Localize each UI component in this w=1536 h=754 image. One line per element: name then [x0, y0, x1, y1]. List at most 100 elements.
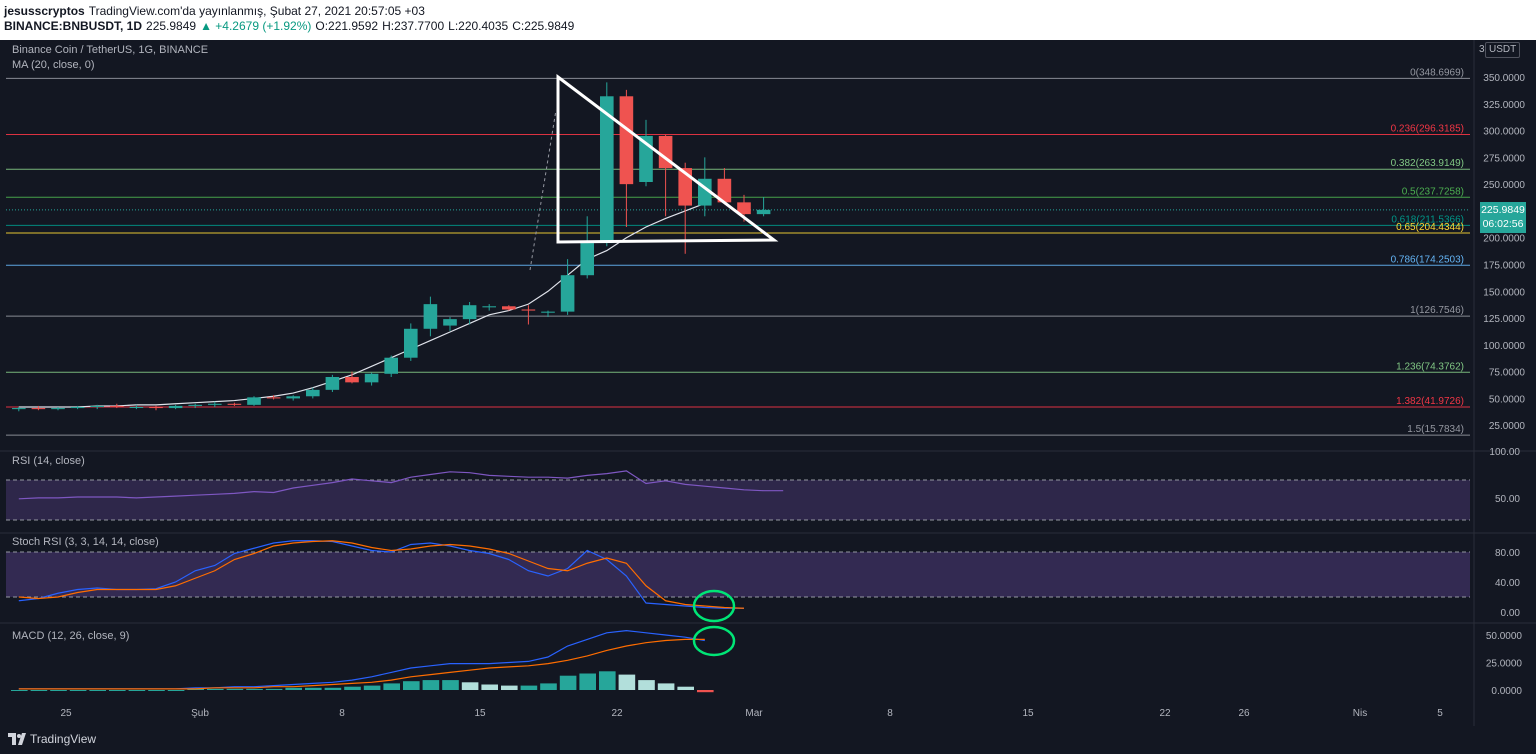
candle-body	[482, 306, 496, 308]
tradingview-icon	[8, 733, 26, 745]
macd-signal-line	[18, 638, 705, 690]
macd-histogram-bar	[657, 683, 675, 690]
time-axis-label: 25	[60, 708, 72, 719]
tradingview-logo[interactable]: TradingView	[8, 732, 96, 746]
candle-body	[208, 403, 222, 405]
macd-histogram-bar	[481, 684, 498, 690]
author-name[interactable]: jesusscryptos	[4, 4, 85, 18]
candle-body	[619, 96, 634, 185]
stoch-d-line	[18, 540, 745, 609]
macd-histogram-bar	[207, 688, 224, 690]
fib-level-label: 0.618(211.5366)	[1391, 214, 1464, 225]
candle-body	[462, 305, 477, 320]
macd-histogram-bar	[167, 690, 185, 691]
high-value: H:237.7700	[382, 19, 445, 33]
macd-histogram-bar	[383, 683, 400, 690]
candle-body	[737, 202, 751, 215]
rsi-axis-label: 50.00	[1495, 494, 1520, 505]
macd-histogram-bar	[148, 690, 165, 691]
currency-button[interactable]: USDT	[1485, 42, 1521, 58]
candle-body	[580, 243, 594, 276]
price-axis-label: 350.0000	[1483, 73, 1525, 84]
brand-name: TradingView	[30, 732, 97, 746]
ma-label[interactable]: MA (20, close, 0)	[12, 59, 95, 71]
candle-body	[600, 96, 614, 244]
candle-body	[502, 306, 516, 310]
macd-histogram-bar	[559, 675, 577, 690]
price-axis-label: 75.0000	[1489, 368, 1526, 379]
price-axis-label: 100.0000	[1483, 341, 1525, 352]
symbol-info: BINANCE:BNBUSDT, 1D 225.9849 ▲ +4.2679 (+1…	[4, 19, 574, 33]
macd-histogram-bar	[285, 687, 302, 690]
low-value: L:220.4035	[448, 19, 509, 33]
macd-histogram-bar	[579, 673, 596, 690]
rsi-label[interactable]: RSI (14, close)	[12, 455, 85, 467]
time-axis-label: Mar	[745, 708, 763, 719]
macd-histogram-bar	[697, 690, 714, 693]
candle-body	[286, 396, 300, 399]
stoch-axis-label: 40.00	[1495, 578, 1520, 589]
chart-canvas[interactable]: 350.0000325.0000300.0000275.0000250.0000…	[0, 40, 1536, 726]
candle-body	[168, 405, 183, 409]
macd-histogram-bar	[69, 690, 87, 691]
fib-level-label: 0.786(174.2503)	[1391, 254, 1464, 265]
price-axis-label: 300.0000	[1483, 127, 1525, 138]
time-axis-label: 5	[1437, 708, 1443, 719]
macd-label[interactable]: MACD (12, 26, close, 9)	[12, 630, 130, 642]
macd-histogram-bar	[540, 683, 557, 690]
time-axis-label: 8	[339, 708, 345, 719]
chart-header: jesusscryptos TradingView.com'da yayınlan…	[0, 0, 1536, 41]
last-price-tag-value: 225.9849	[1481, 204, 1525, 216]
stoch-label[interactable]: Stoch RSI (3, 3, 14, 14, close)	[12, 536, 159, 548]
price-axis-label: 200.0000	[1483, 234, 1525, 245]
highlight-circle	[692, 625, 736, 657]
macd-histogram-bar	[226, 688, 244, 690]
macd-histogram-bar	[50, 690, 67, 691]
symbol-name: BINANCE:BNBUSDT, 1D	[4, 19, 143, 33]
candle-body	[345, 376, 359, 383]
fib-level-label: 0.236(296.3185)	[1391, 124, 1464, 135]
candle-body	[325, 376, 340, 390]
candle-body	[266, 397, 281, 399]
macd-histogram-bar	[403, 681, 420, 690]
time-axis-label: Nis	[1353, 708, 1367, 719]
price-axis-label: 50.0000	[1489, 394, 1526, 405]
stoch-axis-label: 0.00	[1501, 608, 1521, 619]
candle-body	[404, 328, 418, 358]
time-axis-label: 8	[887, 708, 893, 719]
stoch-axis-label: 80.00	[1495, 548, 1520, 559]
fib-level-label: 1.5(15.7834)	[1407, 424, 1464, 435]
macd-axis-label: 0.0000	[1491, 686, 1522, 697]
macd-histogram-bar	[89, 690, 106, 691]
macd-histogram-bar	[109, 690, 126, 691]
publish-date: TradingView.com'da yayınlanmış, Şubat 27…	[88, 4, 425, 18]
candle-body	[149, 406, 163, 409]
candle-body	[70, 406, 85, 409]
candle-body	[188, 404, 202, 406]
last-price: 225.9849	[146, 19, 197, 33]
publish-info: jesusscryptos TradingView.com'da yayınlan…	[4, 4, 425, 18]
footer: TradingView	[0, 726, 1536, 754]
candle-body	[12, 408, 26, 410]
candle-body	[560, 275, 575, 312]
macd-histogram-bar	[461, 682, 479, 690]
candle-body	[51, 408, 65, 410]
price-axis-label: 125.0000	[1483, 314, 1525, 325]
macd-histogram-bar	[344, 686, 361, 690]
candle-body	[384, 357, 398, 374]
candle-body	[247, 397, 261, 405]
candle-body	[90, 405, 104, 407]
time-axis-label: Şub	[191, 708, 209, 719]
candle-body	[423, 304, 438, 329]
macd-histogram-bar	[246, 688, 263, 690]
price-axis-label: 150.0000	[1483, 287, 1525, 298]
scale-mode-label[interactable]: 3	[1479, 44, 1485, 55]
fib-level-label: 1.382(41.9726)	[1396, 396, 1464, 407]
macd-histogram-bar	[599, 671, 616, 690]
macd-histogram-bar	[520, 685, 538, 690]
rsi-band	[6, 480, 1470, 520]
time-axis-label: 22	[611, 708, 623, 719]
chart-area[interactable]: 350.0000 325.0000 300.0000 275.0000 250.0000…	[0, 40, 1536, 726]
macd-histogram-bar	[618, 674, 636, 690]
price-axis-label: 175.0000	[1483, 260, 1525, 271]
